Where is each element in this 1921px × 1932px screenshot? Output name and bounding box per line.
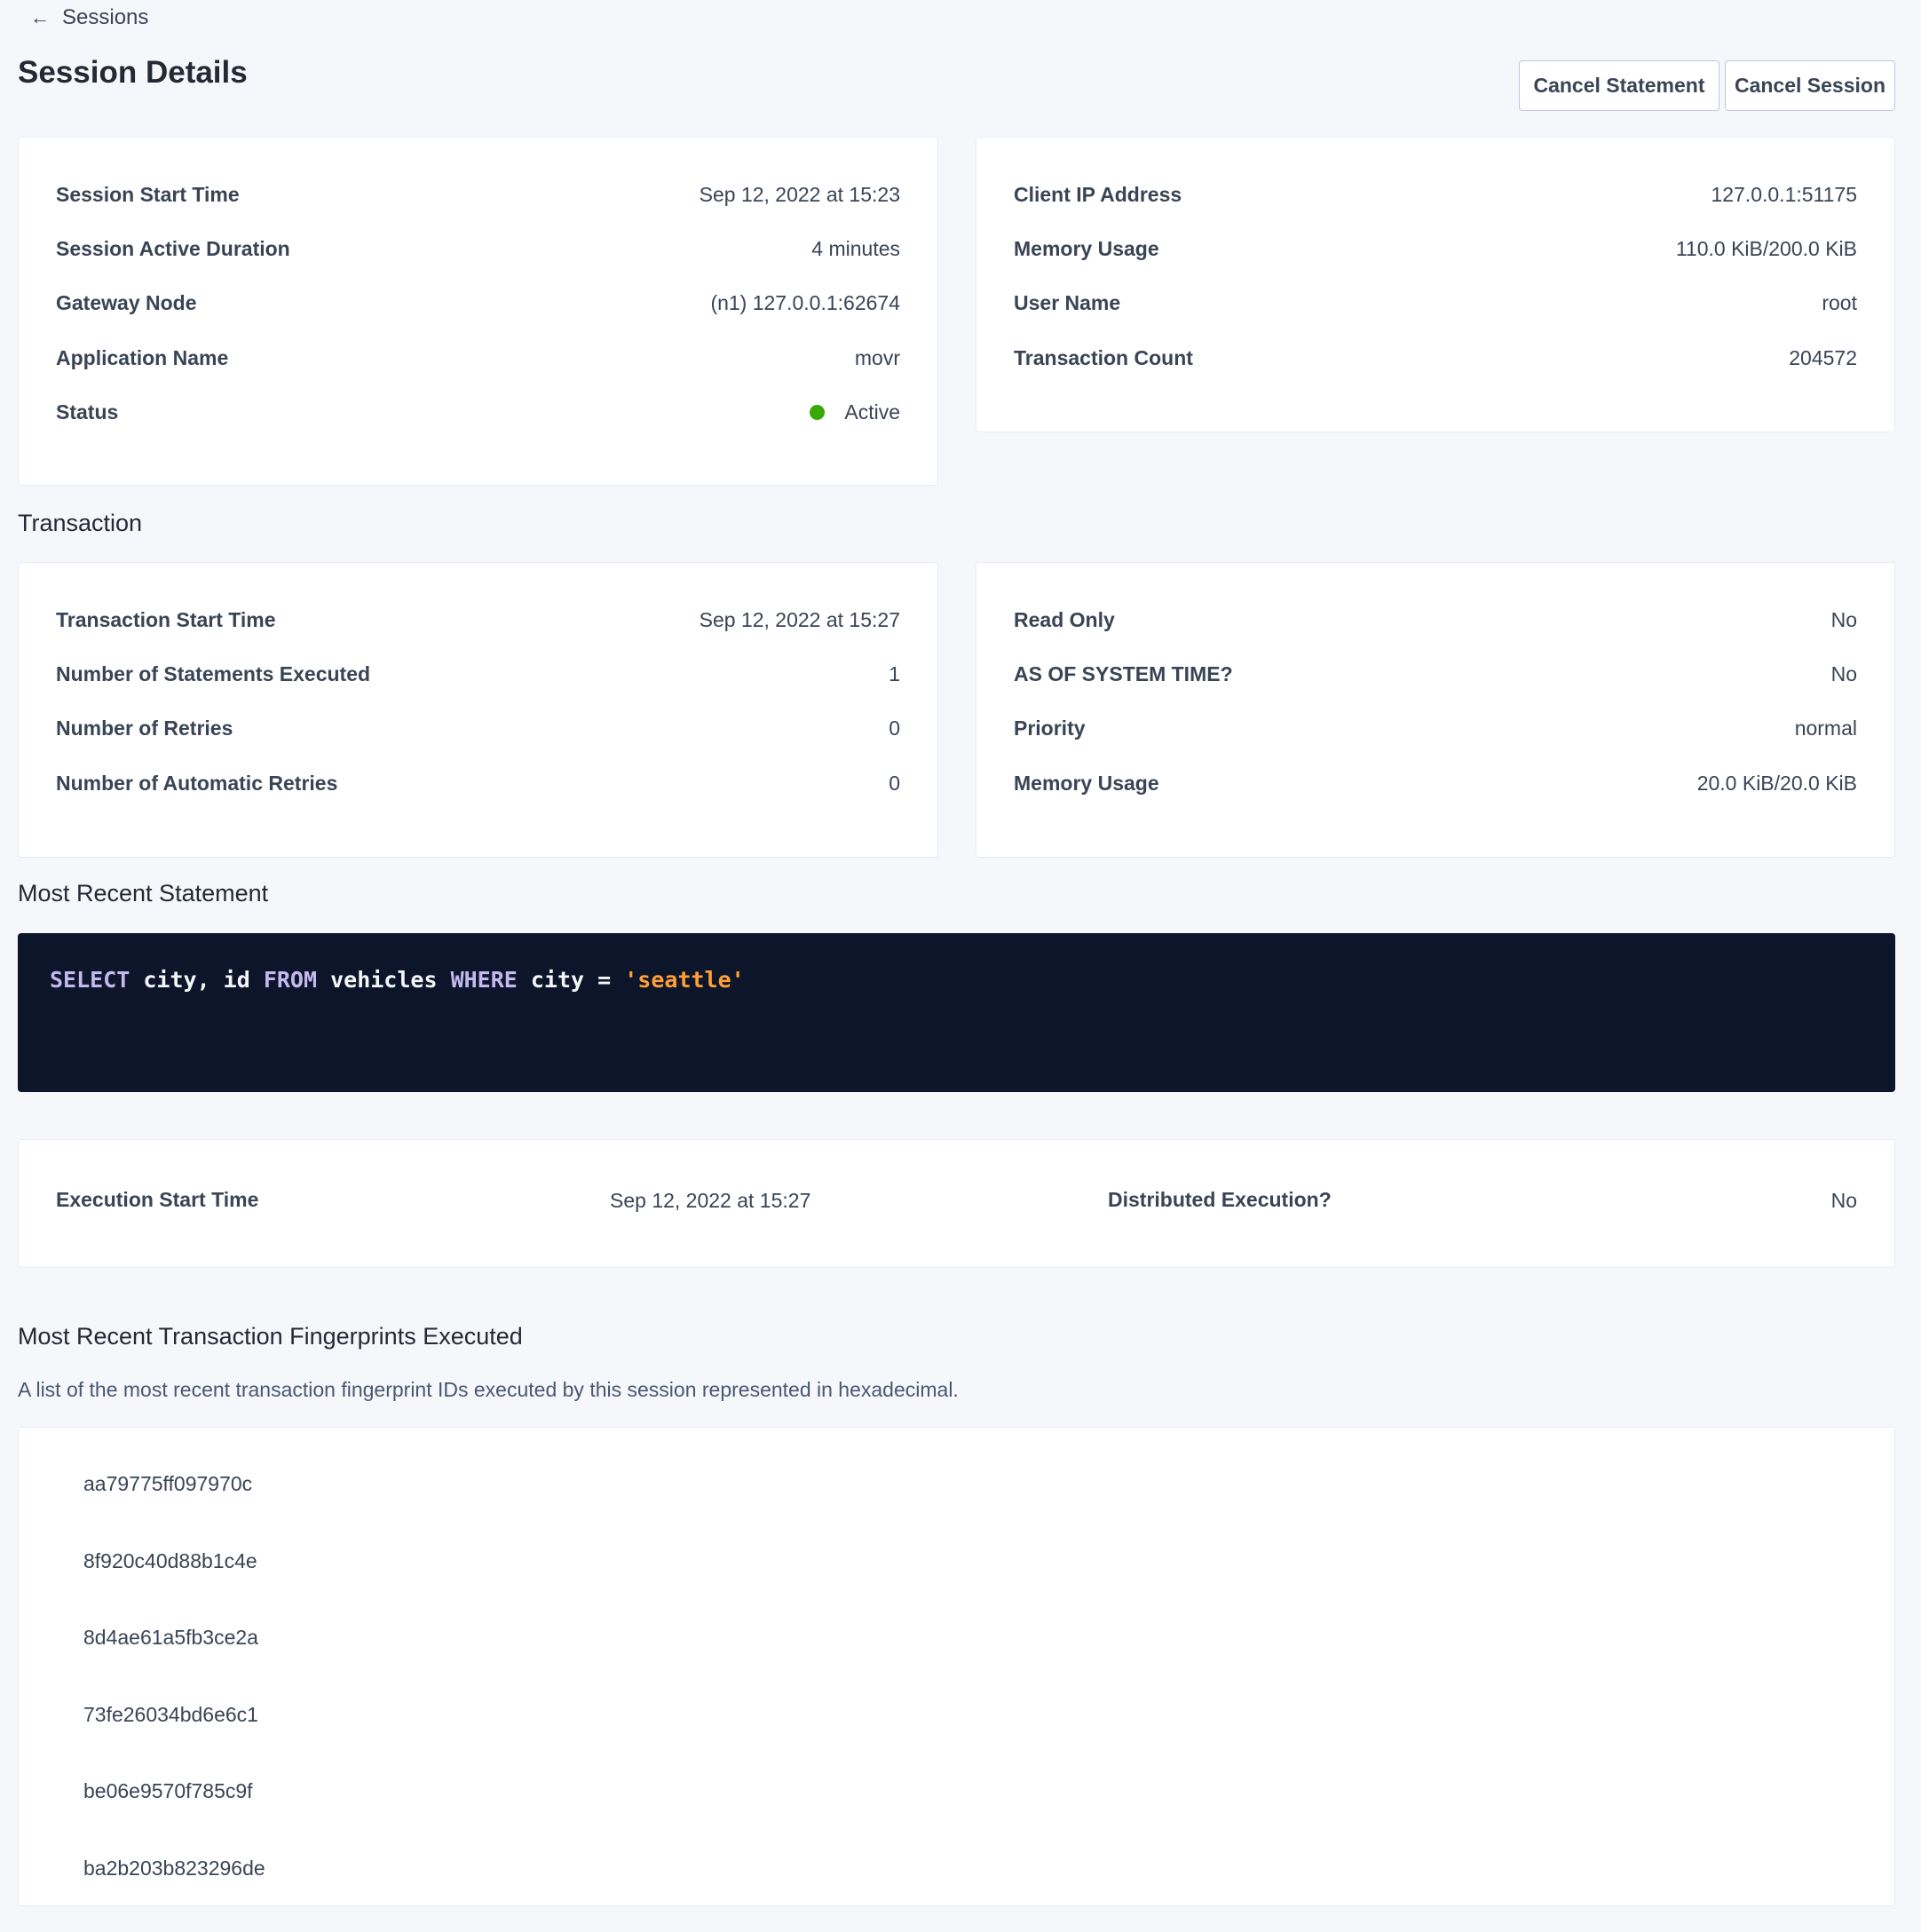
arrow-left-icon: ← — [30, 6, 50, 28]
cancel-session-button[interactable]: Cancel Session — [1725, 60, 1895, 111]
detail-value: 127.0.0.1:51175 — [1711, 182, 1857, 206]
detail-row: AS OF SYSTEM TIME? No — [1014, 656, 1857, 692]
breadcrumb-label: Sessions — [62, 5, 149, 29]
detail-value: 204572 — [1789, 345, 1857, 369]
transaction-heading: Transaction — [18, 510, 143, 536]
detail-label: Memory Usage — [1014, 771, 1159, 795]
distributed-execution-value: No — [1830, 1189, 1857, 1212]
detail-label: Gateway Node — [56, 290, 197, 314]
sql-text: city, id — [130, 967, 264, 993]
detail-row: Client IP Address 127.0.0.1:51175 — [1014, 177, 1857, 212]
fingerprints-heading: Most Recent Transaction Fingerprints Exe… — [18, 1323, 523, 1350]
session-client-card: Client IP Address 127.0.0.1:51175 Memory … — [976, 137, 1895, 432]
detail-label: Status — [56, 400, 119, 424]
detail-row: User Name root — [1014, 285, 1857, 321]
detail-label: AS OF SYSTEM TIME? — [1014, 661, 1233, 685]
execution-start-label: Execution Start Time — [56, 1188, 259, 1211]
sql-text: city = — [517, 967, 625, 993]
detail-row: Number of Retries 0 — [56, 710, 900, 746]
distributed-execution-label: Distributed Execution? — [1108, 1188, 1332, 1211]
fingerprint-item: ba2b203b823296de — [83, 1857, 265, 1880]
detail-row: Memory Usage 110.0 KiB/200.0 KiB — [1014, 231, 1857, 266]
execution-card: Execution Start Time Sep 12, 2022 at 15:… — [18, 1139, 1895, 1268]
detail-value: movr — [854, 345, 900, 369]
detail-value: No — [1830, 661, 1857, 685]
status-badge: Active — [810, 400, 900, 424]
detail-label: Read Only — [1014, 607, 1115, 631]
detail-label: Session Active Duration — [56, 236, 290, 260]
fingerprint-item: aa79775ff097970c — [83, 1472, 253, 1495]
detail-value: No — [1830, 607, 1857, 631]
fingerprints-description: A list of the most recent transaction fi… — [18, 1378, 959, 1401]
detail-row: Session Active Duration 4 minutes — [56, 231, 900, 266]
detail-row: Memory Usage 20.0 KiB/20.0 KiB — [1014, 765, 1857, 801]
detail-label: Application Name — [56, 345, 229, 369]
detail-label: Session Start Time — [56, 182, 240, 206]
detail-row: Transaction Start Time Sep 12, 2022 at 15… — [56, 602, 900, 637]
status-text: Active — [844, 400, 900, 424]
sql-statement-block: SELECT city, id FROM vehicles WHERE city… — [18, 933, 1895, 1092]
detail-row: Number of Statements Executed 1 — [56, 656, 900, 692]
detail-value: 110.0 KiB/200.0 KiB — [1675, 236, 1857, 260]
detail-label: User Name — [1014, 290, 1121, 314]
detail-row: Application Name movr — [56, 340, 900, 376]
detail-label: Number of Retries — [56, 716, 233, 740]
status-dot-icon — [810, 404, 826, 420]
sql-keyword: SELECT — [50, 967, 130, 993]
fingerprint-item: 73fe26034bd6e6c1 — [83, 1703, 258, 1726]
detail-row: Transaction Count 204572 — [1014, 340, 1857, 376]
detail-value: 20.0 KiB/20.0 KiB — [1696, 771, 1857, 795]
fingerprint-item: be06e9570f785c9f — [83, 1779, 253, 1802]
most-recent-statement-heading: Most Recent Statement — [18, 880, 269, 907]
detail-row: Session Start Time Sep 12, 2022 at 15:23 — [56, 177, 900, 212]
detail-label: Client IP Address — [1014, 182, 1182, 206]
detail-value: Sep 12, 2022 at 15:23 — [699, 182, 900, 206]
detail-label: Priority — [1014, 716, 1086, 740]
detail-label: Number of Statements Executed — [56, 661, 371, 685]
detail-value: root — [1822, 290, 1857, 314]
detail-value: 4 minutes — [811, 236, 900, 260]
gateway-node-link[interactable]: (n1) 127.0.0.1:62674 — [710, 290, 900, 314]
detail-value: Sep 12, 2022 at 15:27 — [699, 607, 900, 631]
detail-label: Transaction Count — [1014, 345, 1193, 369]
detail-value: 0 — [889, 771, 900, 795]
detail-row: Number of Automatic Retries 0 — [56, 765, 900, 801]
detail-label: Transaction Start Time — [56, 607, 276, 631]
breadcrumb-sessions-link[interactable]: ← Sessions — [30, 5, 148, 30]
detail-label: Memory Usage — [1014, 236, 1159, 260]
detail-value: 0 — [889, 716, 900, 740]
sql-keyword: FROM — [263, 967, 318, 993]
sql-statement-text: SELECT city, id FROM vehicles WHERE city… — [50, 967, 745, 993]
fingerprint-item: 8f920c40d88b1c4e — [83, 1549, 257, 1572]
fingerprint-item: 8d4ae61a5fb3ce2a — [83, 1626, 258, 1649]
fingerprints-list: aa79775ff097970c 8f920c40d88b1c4e 8d4ae6… — [18, 1427, 1895, 1906]
sql-keyword: WHERE — [450, 967, 518, 993]
transaction-card-left: Transaction Start Time Sep 12, 2022 at 15… — [18, 562, 938, 858]
detail-row: Status Active — [56, 394, 900, 430]
detail-value: normal — [1794, 716, 1857, 740]
sql-text: vehicles — [317, 967, 451, 993]
sql-string: 'seattle' — [624, 967, 745, 993]
cancel-statement-button[interactable]: Cancel Statement — [1519, 60, 1719, 111]
detail-row: Read Only No — [1014, 602, 1857, 637]
detail-label: Number of Automatic Retries — [56, 771, 338, 795]
page-title: Session Details — [18, 55, 248, 90]
transaction-card-right: Read Only No AS OF SYSTEM TIME? No Priorit… — [976, 562, 1895, 858]
detail-row: Priority normal — [1014, 710, 1857, 746]
detail-row: Gateway Node (n1) 127.0.0.1:62674 — [56, 285, 900, 321]
execution-start-value: Sep 12, 2022 at 15:27 — [610, 1189, 811, 1212]
session-info-card: Session Start Time Sep 12, 2022 at 15:23 … — [18, 137, 938, 486]
detail-value: 1 — [889, 661, 900, 685]
